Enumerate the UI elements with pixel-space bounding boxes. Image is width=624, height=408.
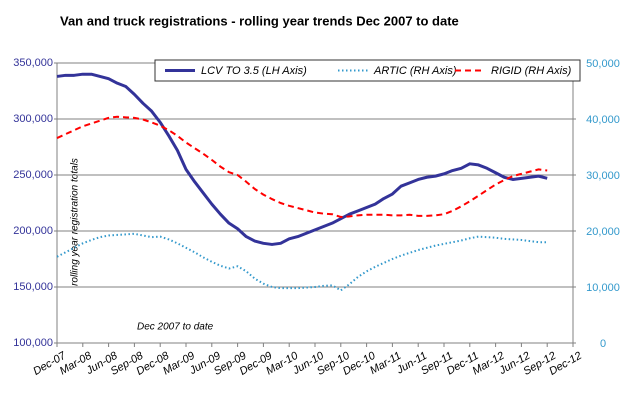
legend-label: LCV TO 3.5 (LH Axis)	[201, 65, 307, 77]
plot-area	[56, 62, 574, 344]
annotation: Dec 2007 to date	[137, 322, 214, 333]
y2-tick-label: 20,000	[586, 226, 620, 238]
y-tick-label: 200,000	[13, 225, 53, 237]
series-line	[56, 115, 548, 218]
series-line	[56, 72, 548, 246]
y2-tick-label: 40,000	[586, 114, 620, 126]
y-tick-label: 300,000	[13, 113, 53, 125]
chart-title: Van and truck registrations - rolling ye…	[60, 13, 459, 28]
y-tick-label: 350,000	[13, 57, 53, 69]
y2-tick-label: 0	[600, 338, 606, 350]
axis-note: rolling year registration totals	[70, 158, 81, 286]
legend-item: ARTIC (RH Axis)	[338, 65, 457, 77]
y-tick-label: 150,000	[13, 281, 53, 293]
legend-label: ARTIC (RH Axis)	[373, 65, 457, 77]
y2-tick-label: 10,000	[586, 282, 620, 294]
y-tick-label: 100,000	[13, 337, 53, 349]
y2-tick-label: 50,000	[586, 58, 620, 70]
legend-label: RIGID (RH Axis)	[491, 65, 572, 77]
y2-tick-label: 30,000	[586, 170, 620, 182]
legend-item: LCV TO 3.5 (LH Axis)	[165, 65, 307, 77]
legend-item: RIGID (RH Axis)	[455, 65, 572, 77]
series-line	[56, 232, 548, 292]
y-tick-label: 250,000	[13, 169, 53, 181]
